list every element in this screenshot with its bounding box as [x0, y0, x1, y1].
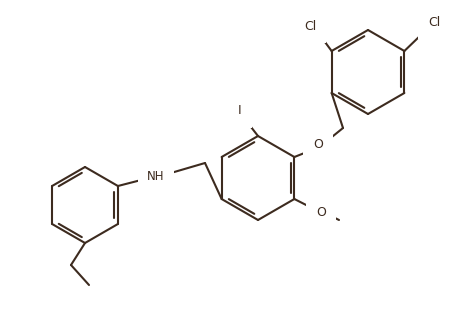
Text: Cl: Cl [304, 20, 316, 32]
Text: I: I [238, 105, 242, 117]
Text: NH: NH [147, 169, 165, 182]
Text: O: O [316, 207, 326, 220]
Text: Cl: Cl [428, 15, 440, 28]
Text: O: O [313, 139, 323, 152]
